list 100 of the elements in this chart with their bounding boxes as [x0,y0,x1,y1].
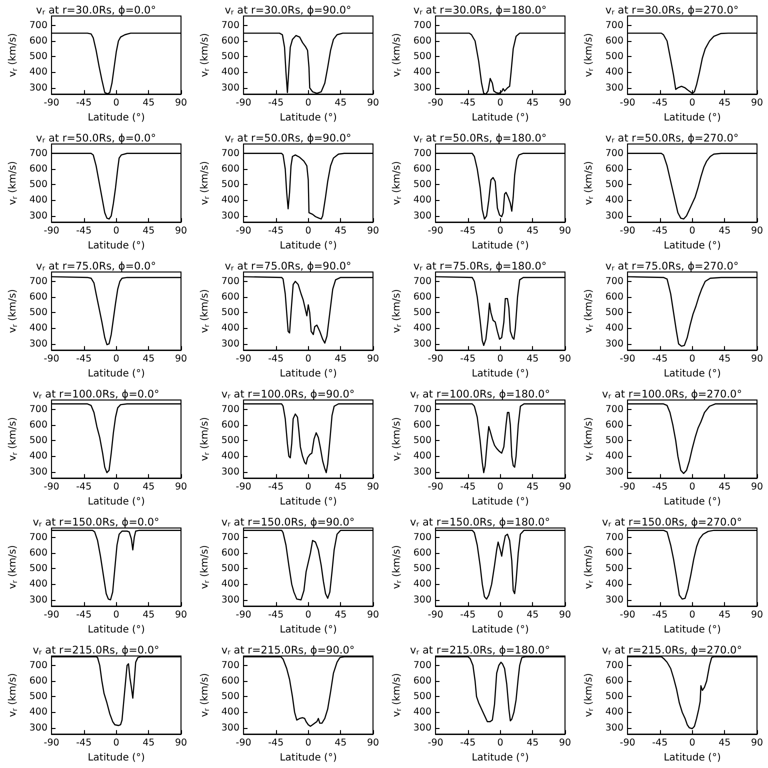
y-tick-label: 700 [413,276,432,287]
y-tick-label: 700 [605,148,624,159]
y-tick-label: 700 [413,660,432,671]
y-tick-label: 500 [413,307,432,318]
y-tick-label: 700 [221,660,240,671]
x-tick-label: -45 [76,610,92,621]
y-tick-label: 300 [29,338,48,350]
x-tick-label: 90 [750,738,764,749]
x-tick-label: -45 [76,482,92,493]
x-tick-label: 0 [113,482,120,493]
y-tick-label: 400 [29,194,48,206]
x-tick-label: -90 [620,354,636,365]
x-tick-label: -45 [268,226,284,237]
x-tick-label: -45 [460,738,476,749]
x-tick-label: -90 [44,482,60,493]
y-tick-label: 500 [29,307,48,318]
x-tick-label: 90 [366,610,380,621]
x-tick-label: 90 [174,610,188,621]
x-tick-label: -45 [652,354,668,365]
x-axis-title: Latitude (°) [88,112,145,124]
y-tick-label: 700 [605,404,624,415]
y-tick-label: 500 [413,435,432,446]
x-axis-title: Latitude (°) [88,240,145,252]
x-tick-label: 45 [142,482,155,493]
x-tick-label: 90 [558,738,572,749]
y-tick-label: 400 [413,66,432,78]
x-tick-label: 45 [142,610,155,621]
y-tick-label: 300 [605,594,624,606]
y-tick-label: 600 [605,547,624,558]
x-axis-title: Latitude (°) [280,368,337,380]
y-tick-label: 700 [413,20,432,31]
x-axis-title: Latitude (°) [664,368,721,380]
x-tick-label: 45 [526,354,539,365]
y-tick-label: 500 [29,563,48,574]
x-tick-label: -45 [76,354,92,365]
y-tick-label: 400 [605,706,624,718]
y-tick-label: 500 [413,179,432,190]
x-axis-title: Latitude (°) [88,752,145,764]
y-tick-label: 600 [413,163,432,174]
y-tick-label: 400 [413,450,432,462]
y-tick-label: 300 [605,82,624,94]
y-tick-label: 300 [221,210,240,222]
y-tick-label: 600 [29,35,48,46]
y-tick-label: 600 [29,547,48,558]
y-tick-label: 500 [605,563,624,574]
x-tick-label: -45 [268,482,284,493]
x-tick-label: 0 [113,226,120,237]
x-tick-label: -45 [76,98,92,109]
x-tick-label: 0 [305,482,312,493]
x-tick-label: -90 [620,98,636,109]
y-tick-label: 400 [413,706,432,718]
y-tick-label: 500 [605,51,624,62]
y-tick-label: 400 [605,322,624,334]
x-tick-label: 45 [718,610,731,621]
x-tick-label: 0 [689,226,696,237]
x-tick-label: 0 [113,98,120,109]
x-tick-label: -45 [652,482,668,493]
y-tick-label: 600 [413,35,432,46]
y-tick-label: 300 [29,594,48,606]
x-tick-label: 0 [113,354,120,365]
x-tick-label: -90 [428,226,444,237]
x-tick-label: 45 [526,610,539,621]
y-tick-label: 300 [605,466,624,478]
x-tick-label: 90 [558,610,572,621]
y-tick-label: 700 [413,148,432,159]
x-tick-label: -90 [428,98,444,109]
x-tick-label: 0 [497,354,504,365]
y-tick-label: 500 [221,179,240,190]
y-tick-label: 300 [413,82,432,94]
x-tick-label: 0 [497,98,504,109]
x-tick-label: 90 [174,354,188,365]
y-tick-label: 600 [413,419,432,430]
x-tick-label: -90 [428,482,444,493]
x-tick-label: 45 [334,482,347,493]
y-tick-label: 700 [605,20,624,31]
x-tick-label: 0 [497,738,504,749]
x-tick-label: 90 [366,482,380,493]
x-axis-title: Latitude (°) [472,496,529,508]
x-tick-label: 45 [718,738,731,749]
x-tick-label: 45 [718,226,731,237]
x-tick-label: 90 [366,354,380,365]
x-tick-label: -45 [268,738,284,749]
y-tick-label: 300 [605,722,624,734]
x-axis-title: Latitude (°) [88,496,145,508]
y-tick-label: 700 [605,276,624,287]
y-tick-label: 400 [29,578,48,590]
y-tick-label: 600 [605,291,624,302]
x-tick-label: 90 [558,226,572,237]
x-tick-label: 45 [142,738,155,749]
x-tick-label: 0 [497,610,504,621]
y-tick-label: 400 [221,578,240,590]
y-tick-label: 700 [221,276,240,287]
x-axis-title: Latitude (°) [280,624,337,636]
y-tick-label: 500 [29,435,48,446]
x-tick-label: 45 [718,98,731,109]
y-tick-label: 400 [605,578,624,590]
x-tick-label: 0 [305,226,312,237]
x-tick-label: 0 [305,354,312,365]
x-axis-title: Latitude (°) [88,624,145,636]
x-tick-label: 45 [334,610,347,621]
